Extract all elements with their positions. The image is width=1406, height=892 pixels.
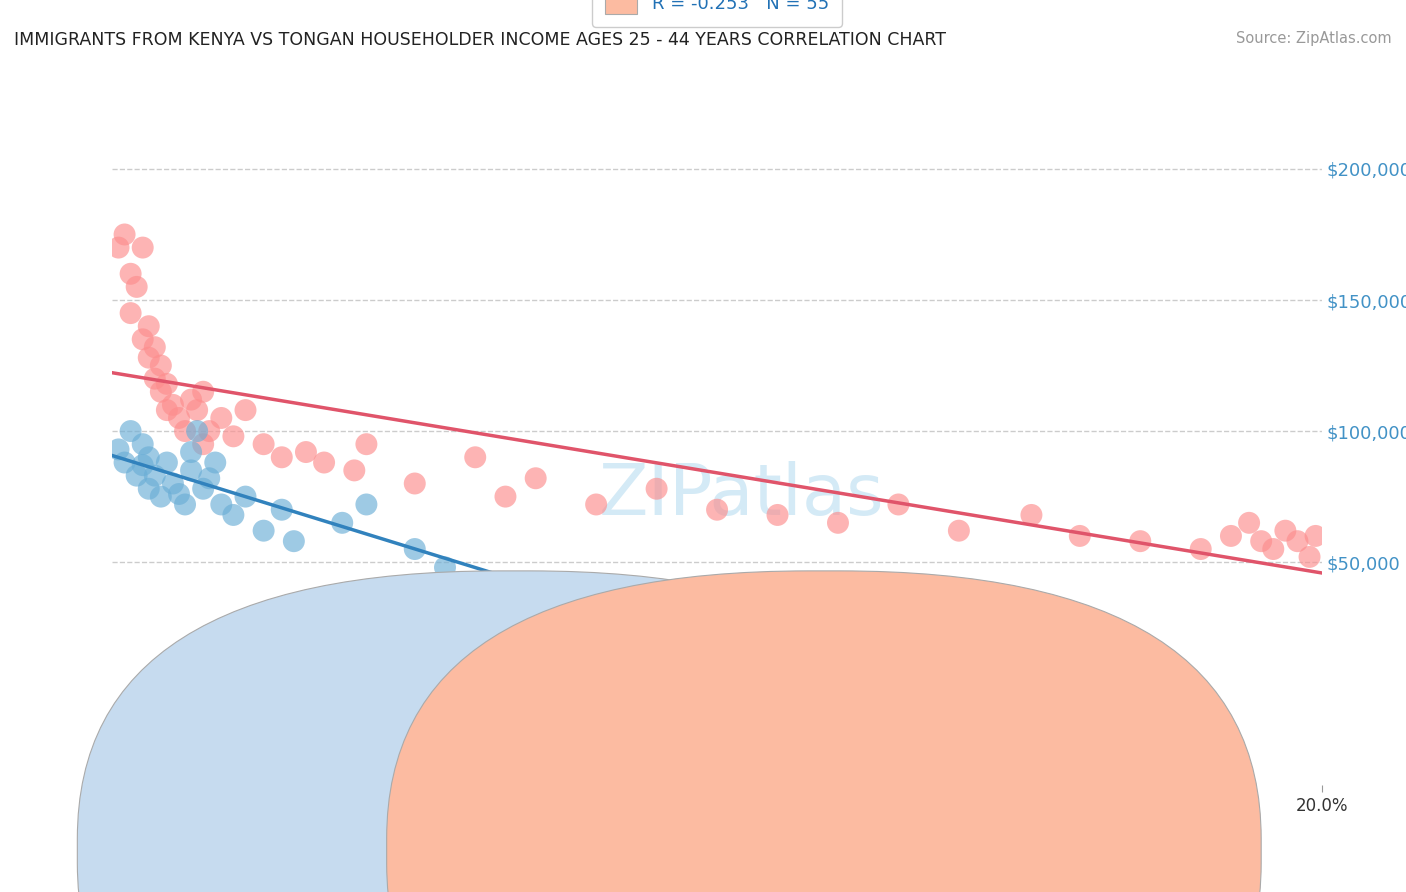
Point	[120, 424, 142, 438]
Point	[174, 424, 197, 438]
Point	[143, 371, 166, 385]
Point	[314, 456, 336, 470]
Point	[404, 542, 426, 557]
Point	[114, 456, 136, 470]
Point	[766, 508, 789, 522]
Point	[156, 403, 179, 417]
Point	[209, 498, 232, 512]
Point	[295, 445, 318, 459]
Point	[1189, 542, 1212, 557]
Point	[235, 403, 257, 417]
Point	[330, 516, 353, 530]
Point	[1129, 534, 1152, 549]
Point	[404, 476, 426, 491]
Point	[1220, 529, 1243, 543]
Point	[120, 306, 142, 320]
Point	[645, 482, 668, 496]
Text: Immigrants from Kenya: Immigrants from Kenya	[537, 842, 749, 860]
Point	[149, 490, 172, 504]
Point	[253, 524, 276, 538]
Text: IMMIGRANTS FROM KENYA VS TONGAN HOUSEHOLDER INCOME AGES 25 - 44 YEARS CORRELATIO: IMMIGRANTS FROM KENYA VS TONGAN HOUSEHOL…	[14, 31, 946, 49]
Point	[270, 502, 292, 516]
Point	[204, 456, 226, 470]
Point	[222, 429, 245, 443]
Point	[253, 437, 276, 451]
Point	[114, 227, 136, 242]
Point	[209, 411, 232, 425]
Point	[1305, 529, 1327, 543]
Point	[198, 424, 221, 438]
Point	[167, 411, 190, 425]
Point	[125, 468, 148, 483]
Point	[143, 468, 166, 483]
Point	[585, 498, 607, 512]
Point	[235, 490, 257, 504]
Point	[433, 560, 456, 574]
Point	[887, 498, 910, 512]
Point	[1286, 534, 1309, 549]
Point	[180, 463, 202, 477]
Point	[283, 534, 305, 549]
Legend: R = -0.373   N = 33, R = -0.253   N = 55: R = -0.373 N = 33, R = -0.253 N = 55	[592, 0, 842, 27]
Point	[524, 471, 547, 485]
Point	[191, 437, 214, 451]
Point	[186, 424, 208, 438]
Point	[186, 403, 208, 417]
Point	[1298, 549, 1320, 564]
Point	[948, 524, 970, 538]
Point	[554, 586, 576, 600]
Point	[156, 456, 179, 470]
Point	[180, 392, 202, 407]
Point	[167, 487, 190, 501]
Point	[138, 450, 160, 465]
Point	[132, 437, 155, 451]
Text: Tongans: Tongans	[846, 842, 920, 860]
Point	[1250, 534, 1272, 549]
Point	[132, 332, 155, 346]
Point	[356, 498, 378, 512]
Point	[125, 280, 148, 294]
Point	[222, 508, 245, 522]
Point	[343, 463, 366, 477]
Point	[149, 359, 172, 373]
Point	[107, 442, 129, 457]
Point	[107, 241, 129, 255]
Point	[138, 319, 160, 334]
Point	[1021, 508, 1043, 522]
Point	[495, 576, 517, 591]
Point	[1069, 529, 1091, 543]
Point	[120, 267, 142, 281]
Point	[180, 445, 202, 459]
Point	[827, 516, 849, 530]
Point	[198, 471, 221, 485]
Point	[191, 482, 214, 496]
Point	[1263, 542, 1285, 557]
Point	[495, 490, 517, 504]
Point	[156, 376, 179, 391]
Point	[174, 498, 197, 512]
Point	[132, 458, 155, 472]
Point	[143, 340, 166, 354]
Text: ZIPatlas: ZIPatlas	[599, 461, 884, 531]
Point	[645, 607, 668, 622]
Point	[149, 384, 172, 399]
Point	[132, 241, 155, 255]
Point	[1274, 524, 1296, 538]
Point	[1237, 516, 1260, 530]
Point	[162, 398, 184, 412]
Point	[162, 476, 184, 491]
Point	[464, 450, 486, 465]
Text: Source: ZipAtlas.com: Source: ZipAtlas.com	[1236, 31, 1392, 46]
Point	[191, 384, 214, 399]
Point	[138, 482, 160, 496]
Point	[356, 437, 378, 451]
Point	[138, 351, 160, 365]
Point	[706, 502, 728, 516]
Point	[270, 450, 292, 465]
